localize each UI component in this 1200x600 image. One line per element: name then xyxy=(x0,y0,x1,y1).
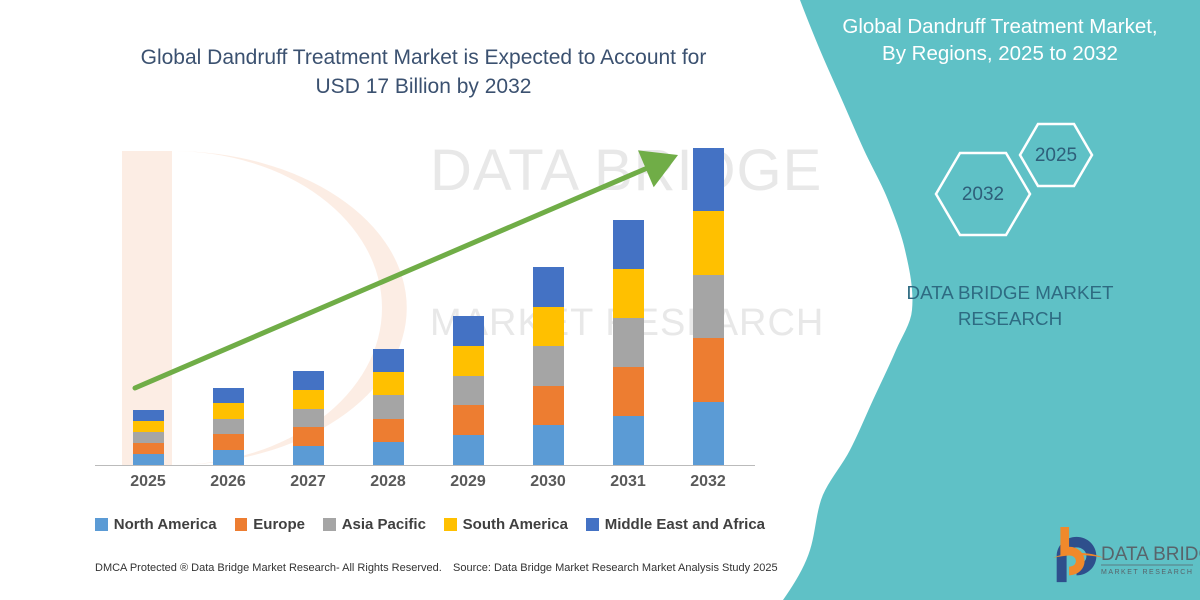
svg-text:2032: 2032 xyxy=(962,184,1004,205)
svg-text:MARKET RESEARCH: MARKET RESEARCH xyxy=(1101,569,1193,576)
svg-text:DATA BRIDGE: DATA BRIDGE xyxy=(1101,544,1200,565)
svg-text:2025: 2025 xyxy=(1035,145,1077,166)
